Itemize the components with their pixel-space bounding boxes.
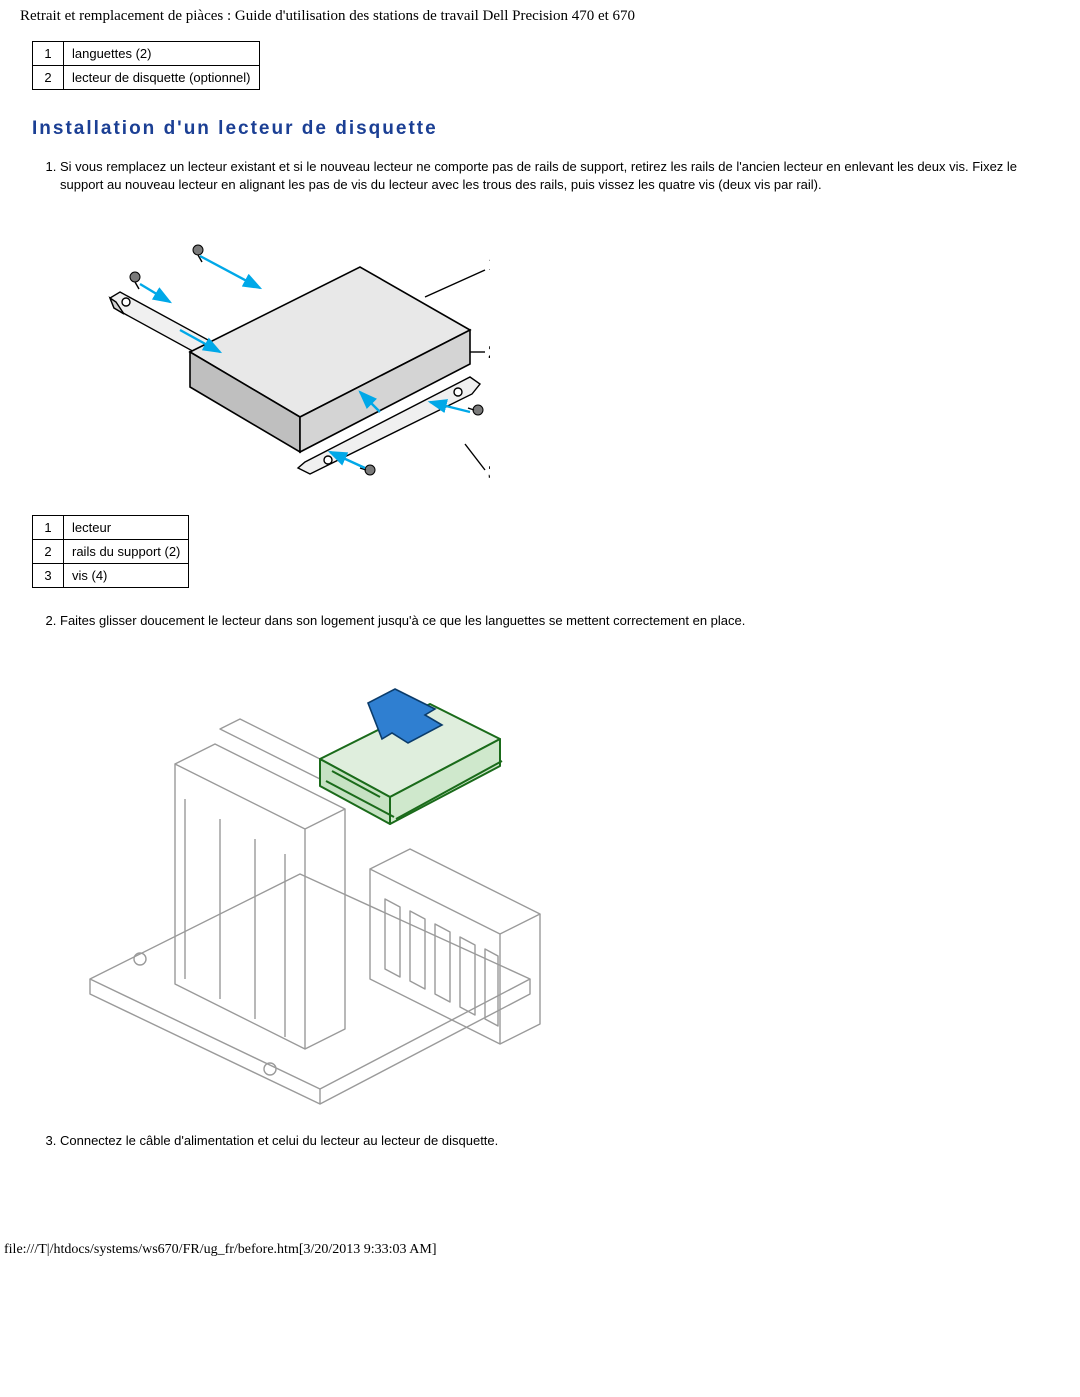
fig1-callout-3: 3: [488, 462, 490, 482]
legend1-row1-num: 2: [33, 66, 64, 90]
legend2-row0-label: lecteur: [64, 516, 189, 540]
fig1-callout-1: 1: [488, 254, 490, 274]
legend2-row1-label: rails du support (2): [64, 540, 189, 564]
steps-list: Si vous remplacez un lecteur existant et…: [60, 158, 1040, 194]
legend1-row1-label: lecteur de disquette (optionnel): [64, 66, 260, 90]
legend2-row2-num: 3: [33, 564, 64, 588]
step-2: Faites glisser doucement le lecteur dans…: [60, 612, 1040, 630]
fig1-callout-2: 2: [488, 342, 490, 362]
steps-list-3: Connectez le câble d'alimentation et cel…: [60, 1132, 1040, 1150]
steps-list-2: Faites glisser doucement le lecteur dans…: [60, 612, 1040, 630]
legend2-row2-label: vis (4): [64, 564, 189, 588]
figure-slide: [70, 649, 1060, 1114]
step-1: Si vous remplacez un lecteur existant et…: [60, 158, 1040, 194]
figure-slide-svg: [70, 649, 550, 1109]
footer-path: file:///T|/htdocs/systems/ws670/FR/ug_fr…: [0, 1242, 1080, 1258]
legend2-row0-num: 1: [33, 516, 64, 540]
step-3: Connectez le câble d'alimentation et cel…: [60, 1132, 1040, 1150]
legend1-row0-label: languettes (2): [64, 42, 260, 66]
section-title: Installation d'un lecteur de disquette: [32, 118, 1060, 140]
legend-table-1: 1 languettes (2) 2 lecteur de disquette …: [32, 41, 260, 90]
legend1-row0-num: 1: [33, 42, 64, 66]
legend-table-2: 1 lecteur 2 rails du support (2) 3 vis (…: [32, 515, 189, 588]
legend2-row1-num: 2: [33, 540, 64, 564]
figure-rails: 1 2 3: [70, 212, 1060, 497]
figure-rails-svg: 1 2 3: [70, 212, 490, 492]
doc-header: Retrait et remplacement de piàces : Guid…: [20, 8, 1060, 25]
